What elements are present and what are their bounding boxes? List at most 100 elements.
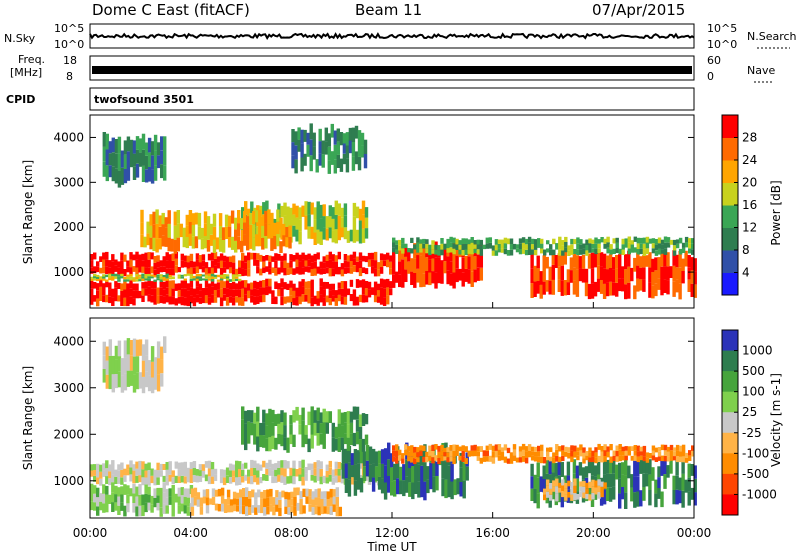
heatmap-cell — [431, 271, 435, 284]
heatmap-cell — [681, 450, 686, 457]
heatmap-cell — [144, 276, 148, 279]
heatmap-cell — [690, 257, 694, 271]
heatmap-cell — [143, 236, 147, 248]
heatmap-cell — [347, 479, 352, 497]
heatmap-cell — [337, 423, 342, 438]
heatmap-cell — [331, 230, 336, 243]
heatmap-cell — [651, 285, 655, 299]
heatmap-cell — [307, 288, 311, 296]
heatmap-cell — [99, 471, 103, 479]
heatmap-cell — [567, 250, 571, 256]
heatmap-cell — [549, 494, 553, 501]
heatmap-cell — [203, 211, 208, 224]
heatmap-cell — [138, 339, 143, 356]
heatmap-cell — [425, 457, 429, 463]
heatmap-cell — [624, 254, 628, 270]
heatmap-cell — [407, 248, 411, 253]
heatmap-cell — [624, 284, 628, 300]
heatmap-cell — [123, 484, 127, 495]
heatmap-cell — [90, 254, 94, 261]
heatmap-cell — [437, 445, 441, 452]
heatmap-cell — [560, 492, 565, 508]
heatmap-cell — [419, 255, 423, 272]
heatmap-cell — [114, 139, 119, 154]
heatmap-cell — [204, 279, 209, 288]
heatmap-cell — [123, 468, 127, 476]
heatmap-cell — [564, 451, 568, 457]
heatmap-cell — [585, 455, 589, 461]
heatmap-cell — [147, 279, 151, 287]
heatmap-cell — [555, 444, 559, 450]
heatmap-cell — [591, 450, 595, 457]
heatmap-cell — [627, 465, 631, 479]
heatmap-cell — [542, 268, 546, 282]
heatmap-cell — [147, 152, 152, 167]
heatmap-cell — [600, 451, 604, 457]
heatmap-cell — [165, 279, 169, 288]
heatmap-cell — [164, 217, 168, 228]
heatmap-cell — [162, 464, 166, 470]
heatmap-cell — [576, 456, 580, 461]
heatmap-cell — [636, 445, 641, 452]
heatmap-cell — [618, 266, 622, 279]
heatmap-cell — [316, 298, 320, 306]
heatmap-cell — [111, 297, 115, 306]
heatmap-cell — [219, 278, 224, 281]
velocity-colorbar-swatch — [722, 391, 738, 413]
heatmap-cell — [102, 132, 107, 147]
heatmap-cell — [564, 236, 568, 242]
heatmap-cell — [295, 259, 299, 267]
heatmap-cell — [274, 260, 278, 269]
heatmap-cell — [263, 498, 267, 508]
heatmap-cell — [437, 257, 441, 271]
heatmap-cell — [630, 267, 634, 282]
heatmap-cell — [461, 257, 465, 273]
heatmap-cell — [228, 470, 233, 477]
heatmap-cell — [585, 482, 589, 489]
heatmap-cell — [651, 450, 656, 456]
heatmap-cell — [417, 464, 421, 482]
heatmap-cell — [235, 460, 239, 469]
heatmap-cell — [497, 239, 502, 244]
heatmap-cell — [102, 493, 106, 504]
heatmap-cell — [319, 204, 323, 219]
heatmap-cell — [161, 235, 165, 247]
heatmap-cell — [129, 259, 133, 268]
heatmap-cell — [141, 344, 146, 361]
heatmap-cell — [253, 460, 257, 468]
heatmap-cell — [582, 243, 586, 249]
heatmap-cell — [162, 281, 166, 289]
heatmap-cell — [340, 476, 345, 484]
heatmap-cell — [389, 281, 393, 289]
heatmap-cell — [189, 267, 194, 275]
heatmap-cell — [426, 479, 430, 494]
heatmap-cell — [247, 421, 251, 433]
heatmap-cell — [238, 469, 242, 477]
heatmap-cell — [390, 467, 394, 482]
heatmap-cell — [256, 226, 260, 237]
heatmap-cell — [360, 145, 365, 158]
heatmap-cell — [639, 248, 644, 255]
heatmap-cell — [530, 488, 534, 501]
heatmap-cell — [90, 470, 94, 477]
heatmap-cell — [230, 210, 235, 224]
heatmap-cell — [197, 226, 202, 240]
heatmap-cell — [135, 496, 139, 507]
heatmap-cell — [231, 281, 236, 290]
heatmap-cell — [431, 258, 435, 271]
heatmap-cell — [612, 473, 616, 487]
nave-tick-top: 60 — [707, 54, 721, 67]
heatmap-cell — [300, 129, 304, 144]
heatmap-cell — [530, 451, 535, 456]
velocity-colorbar-swatch — [722, 473, 738, 495]
heatmap-cell — [428, 249, 432, 256]
heatmap-cell — [263, 490, 267, 499]
heatmap-cell — [102, 341, 107, 356]
heatmap-cell — [334, 214, 339, 230]
heatmap-cell — [443, 456, 447, 461]
heatmap-cell — [241, 469, 245, 477]
heatmap-cell — [283, 468, 287, 477]
heatmap-cell — [546, 479, 550, 486]
heatmap-cell — [102, 289, 106, 296]
